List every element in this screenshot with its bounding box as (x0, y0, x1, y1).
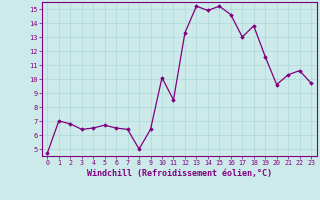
X-axis label: Windchill (Refroidissement éolien,°C): Windchill (Refroidissement éolien,°C) (87, 169, 272, 178)
